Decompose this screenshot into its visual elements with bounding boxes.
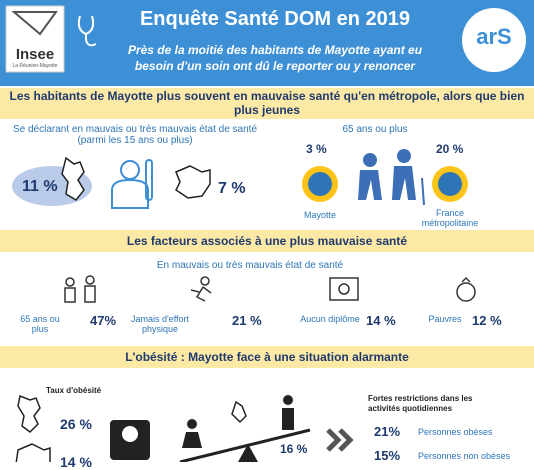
person-icon-body — [111, 178, 149, 209]
value-mayotte-65: 3 % — [306, 142, 327, 156]
seesaw-pivot — [238, 444, 258, 462]
restriction-value: 21% — [374, 424, 401, 439]
mayotte-map-icon — [61, 156, 85, 201]
mayotte-map-small — [17, 394, 41, 433]
scale-dial — [122, 426, 138, 442]
ars-logo-circle — [462, 8, 526, 72]
header-band — [0, 0, 534, 86]
value-france-obesity: 14 % — [60, 454, 92, 470]
man-icon-head — [283, 395, 293, 405]
factor-icons — [64, 275, 476, 303]
value-mayotte: 11 % — [22, 178, 58, 195]
section-heading: L'obésité : Mayotte face à une situation… — [0, 346, 534, 368]
france-map-icon — [175, 165, 211, 199]
donut-france-inner — [438, 172, 462, 196]
restriction-label: Personnes obèses — [418, 427, 493, 437]
label-mayotte: Mayotte — [303, 210, 336, 220]
insee-logo-box — [5, 5, 65, 73]
seesaw-plank — [179, 428, 311, 462]
section-heading: Les habitants de Mayotte plus souvent en… — [0, 88, 534, 119]
factor-value: 14 % — [366, 313, 396, 328]
main-title: Enquête Santé DOM en 2019 — [139, 8, 411, 30]
factor-label: Pauvres — [428, 314, 462, 324]
arrows-icon — [326, 428, 354, 452]
elderly-icon — [358, 149, 425, 206]
man-icon-body — [282, 408, 294, 430]
woman-icon-head — [187, 419, 197, 429]
stethoscope-icon — [77, 15, 97, 47]
caption: En mauvais ou très mauvais état de santé — [156, 260, 344, 271]
caption: Se déclarant en mauvais ou très mauvais … — [12, 124, 258, 146]
restriction-label: Personnes non obèses — [418, 451, 511, 461]
rate-label: Taux d'obésité — [46, 386, 102, 395]
value-mayotte-obesity: 26 % — [60, 416, 92, 432]
donut-mayotte-inner — [308, 172, 332, 196]
value-france-65: 20 % — [436, 142, 464, 156]
person-icon-head — [120, 160, 140, 180]
section-heading: Les facteurs associés à une plus mauvais… — [0, 230, 534, 252]
thermometer-icon — [145, 159, 153, 201]
factor-value: 21 % — [232, 313, 262, 328]
france-map-small — [15, 443, 51, 462]
value-seesaw: 16 % — [280, 442, 308, 456]
mayotte-map-seesaw — [231, 400, 247, 424]
factor-label: Jamais d'effort physique — [130, 314, 190, 334]
insee-logo-text: Insee — [15, 46, 55, 63]
caption: 65 ans ou plus — [342, 124, 408, 135]
factor-value: 47% — [90, 313, 117, 328]
woman-icon-body — [182, 432, 202, 448]
insee-logo-mark — [11, 11, 58, 36]
subtitle: Près de la moitié des habitants de Mayot… — [127, 43, 423, 73]
factor-label: 65 ans ou plus — [20, 314, 60, 334]
insee-logo-subtext: La Réunion-Mayotte — [12, 63, 58, 69]
label-france: France métropolitaine — [421, 208, 479, 228]
value-france: 7 % — [218, 180, 246, 197]
restriction-value: 15% — [374, 448, 401, 463]
restrictions-title: Fortes restrictions dans les activités q… — [368, 394, 473, 413]
factor-label: Aucun diplôme — [300, 314, 360, 324]
ars-logo-text: arS — [476, 24, 512, 49]
factor-value: 12 % — [472, 313, 502, 328]
